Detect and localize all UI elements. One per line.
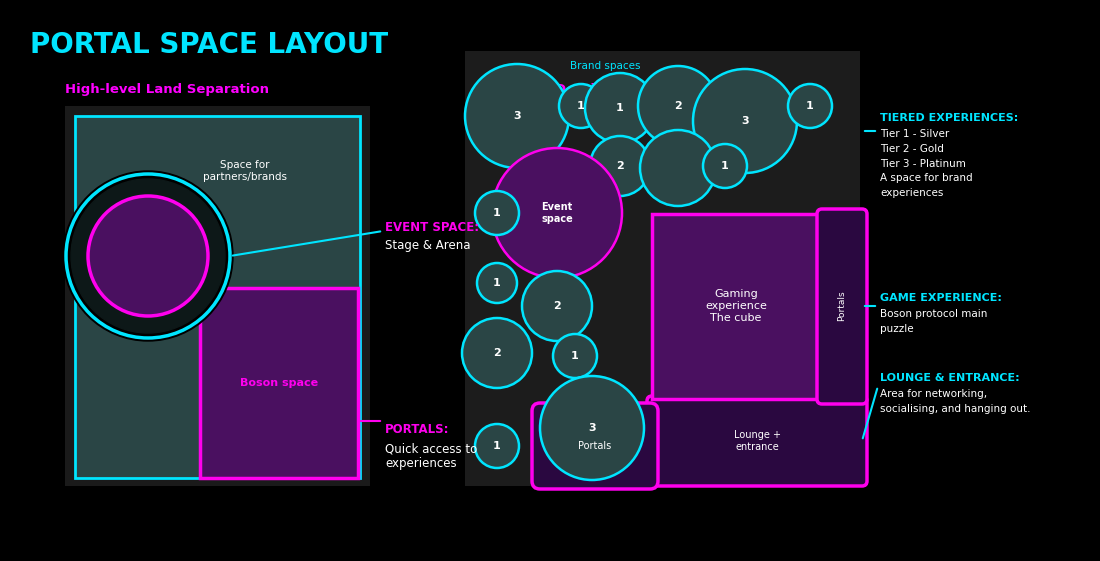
Circle shape	[477, 263, 517, 303]
Text: 2: 2	[674, 101, 682, 111]
Text: Area for networking,
socialising, and hanging out.: Area for networking, socialising, and ha…	[880, 389, 1031, 414]
Text: Space for
partners/brands: Space for partners/brands	[204, 160, 287, 182]
Text: Boson protocol main
puzzle: Boson protocol main puzzle	[880, 309, 988, 334]
Circle shape	[693, 69, 798, 173]
Text: Gaming
experience
The cube: Gaming experience The cube	[705, 289, 767, 323]
Circle shape	[540, 376, 644, 480]
Bar	[465, 51, 860, 486]
Circle shape	[590, 136, 650, 196]
Text: 1: 1	[493, 441, 500, 451]
Text: Quick access to
experiences: Quick access to experiences	[385, 442, 477, 470]
Text: Portals: Portals	[579, 441, 612, 451]
Circle shape	[559, 84, 603, 128]
Bar	[200, 288, 358, 478]
Text: Brand spaces: Brand spaces	[570, 61, 640, 71]
FancyBboxPatch shape	[817, 209, 867, 404]
Circle shape	[462, 318, 532, 388]
Text: TIERED EXPERIENCES:: TIERED EXPERIENCES:	[880, 113, 1019, 123]
Bar	[652, 214, 820, 399]
Text: 1: 1	[722, 161, 729, 171]
Circle shape	[475, 424, 519, 468]
Circle shape	[788, 84, 832, 128]
Text: 1: 1	[616, 103, 624, 113]
Circle shape	[492, 148, 621, 278]
Circle shape	[475, 191, 519, 235]
Circle shape	[88, 196, 208, 316]
Text: Lounge +
entrance: Lounge + entrance	[734, 430, 781, 452]
Circle shape	[585, 73, 654, 143]
Text: 3: 3	[514, 111, 520, 121]
Circle shape	[522, 271, 592, 341]
Text: Event
space: Event space	[541, 202, 573, 224]
Circle shape	[638, 66, 718, 146]
Text: High-level Land Separation: High-level Land Separation	[65, 83, 270, 96]
Text: 2: 2	[553, 301, 561, 311]
Text: Tier 1 - Silver
Tier 2 - Gold
Tier 3 - Platinum
A space for brand
experiences: Tier 1 - Silver Tier 2 - Gold Tier 3 - P…	[880, 129, 972, 198]
Text: 3: 3	[588, 423, 596, 433]
Text: 1: 1	[571, 351, 579, 361]
Bar	[75, 116, 360, 478]
Text: PORTAL SPACE LAYOUT: PORTAL SPACE LAYOUT	[30, 31, 388, 59]
Circle shape	[72, 179, 225, 333]
Text: 3: 3	[741, 116, 749, 126]
Bar	[65, 106, 370, 486]
Text: LOUNGE & ENTRANCE:: LOUNGE & ENTRANCE:	[880, 373, 1020, 383]
Text: Detailed Land Separation: Detailed Land Separation	[556, 83, 746, 96]
Text: EVENT SPACE:: EVENT SPACE:	[385, 221, 480, 234]
Circle shape	[640, 130, 716, 206]
Text: Boson space: Boson space	[240, 378, 318, 388]
Text: 1: 1	[578, 101, 585, 111]
Text: 1: 1	[493, 208, 500, 218]
Circle shape	[63, 171, 233, 341]
Text: 2: 2	[493, 348, 500, 358]
Text: 1: 1	[493, 278, 500, 288]
Text: 1: 1	[806, 101, 814, 111]
Text: GAME EXPERIENCE:: GAME EXPERIENCE:	[880, 293, 1002, 303]
Text: 2: 2	[616, 161, 624, 171]
Text: Portals: Portals	[837, 291, 847, 321]
Text: Stage & Arena: Stage & Arena	[385, 239, 471, 252]
FancyBboxPatch shape	[532, 403, 658, 489]
FancyBboxPatch shape	[647, 396, 867, 486]
Circle shape	[465, 64, 569, 168]
Circle shape	[703, 144, 747, 188]
Text: PORTALS:: PORTALS:	[385, 423, 450, 436]
Circle shape	[553, 334, 597, 378]
